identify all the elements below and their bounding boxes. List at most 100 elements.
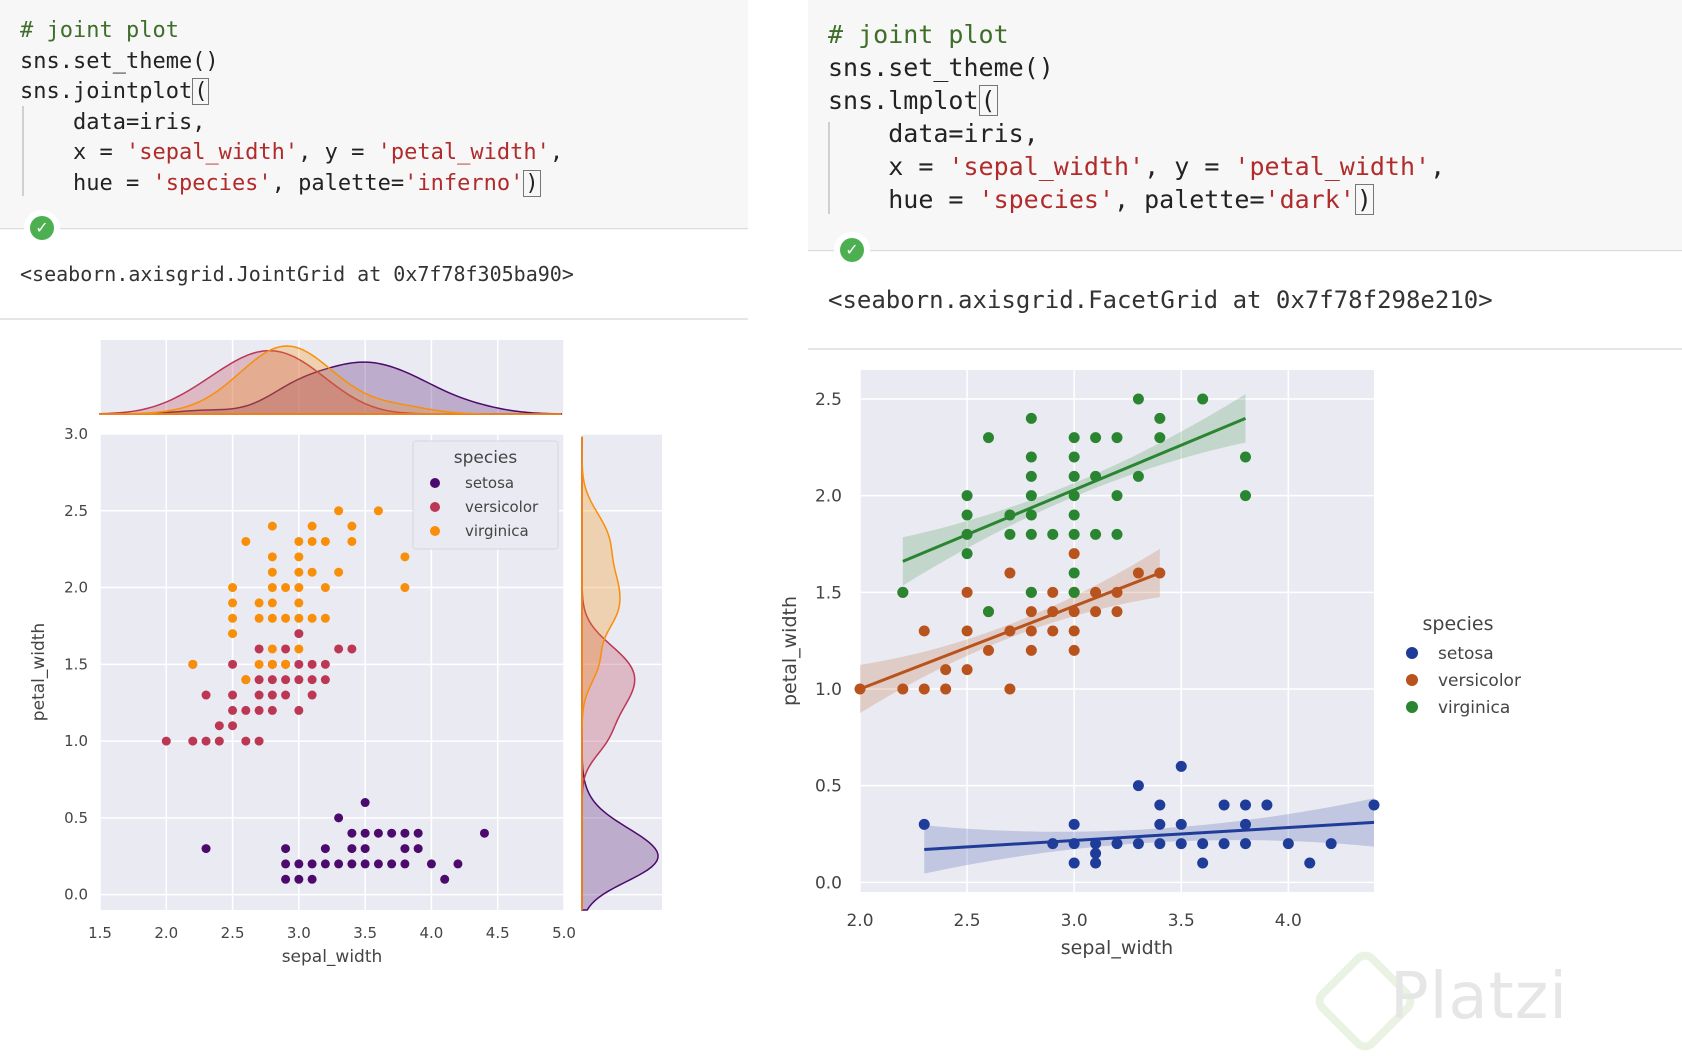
data-point-virginica (1025, 509, 1037, 521)
data-point-versicolor (161, 736, 171, 746)
data-point-setosa (426, 859, 436, 869)
x-tick-label: 4.0 (419, 924, 443, 942)
data-point-setosa (320, 844, 330, 854)
data-point-setosa (1154, 838, 1166, 850)
data-point-virginica (267, 659, 277, 669)
data-point-virginica (294, 567, 304, 577)
legend-marker-versicolor (430, 502, 440, 512)
code-editor-left[interactable]: # joint plot sns.set_theme() sns.jointpl… (20, 16, 563, 199)
marginal-top-background (100, 340, 564, 414)
legend-box (412, 440, 559, 550)
data-point-virginica (307, 567, 317, 577)
y-tick-label: 0.5 (64, 809, 88, 827)
data-point-virginica (307, 521, 317, 531)
data-point-setosa (1090, 857, 1102, 869)
data-point-versicolor (201, 690, 211, 700)
data-point-versicolor (254, 705, 264, 715)
data-point-virginica (961, 509, 973, 521)
data-point-versicolor (940, 683, 952, 695)
data-point-versicolor (241, 705, 251, 715)
cell-output-right: <seaborn.axisgrid.FacetGrid at 0x7f78f29… (828, 286, 1493, 314)
code-cell-left[interactable]: # joint plot sns.set_theme() sns.jointpl… (0, 0, 748, 230)
data-point-virginica (1025, 490, 1037, 502)
data-point-setosa (1111, 838, 1123, 850)
data-point-versicolor (294, 705, 304, 715)
data-point-virginica (897, 586, 909, 598)
data-point-versicolor (214, 721, 224, 731)
data-point-virginica (1132, 393, 1144, 405)
data-point-virginica (1090, 432, 1102, 444)
data-point-versicolor (281, 675, 291, 685)
data-point-setosa (347, 828, 357, 838)
data-point-virginica (281, 659, 291, 669)
x-tick-label: 3.0 (1061, 911, 1088, 931)
code-cell-right[interactable]: # joint plot sns.set_theme() sns.lmplot(… (808, 0, 1682, 252)
data-point-setosa (373, 859, 383, 869)
data-point-setosa (307, 859, 317, 869)
code-bracket: ) (1354, 184, 1374, 215)
run-success-check-icon[interactable]: ✓ (840, 238, 864, 262)
data-point-versicolor (267, 675, 277, 685)
data-point-virginica (373, 506, 383, 516)
data-point-versicolor (307, 675, 317, 685)
code-token: , y = (298, 140, 378, 165)
jointplot-figure: 1.5 2.0 2.5 3.0 3.5 4.0 4.5 5.0 0.0 0.5 1.0 1.5 2.0 2… (29, 340, 662, 967)
data-point-setosa (413, 844, 423, 854)
output-separator (808, 348, 1682, 350)
regression-line-setosa (924, 820, 1375, 851)
code-token: , palette= (271, 170, 405, 196)
data-point-virginica (1090, 528, 1102, 540)
code-editor-right[interactable]: # joint plot sns.set_theme() sns.lmplot(… (828, 18, 1445, 216)
indent-guide (22, 106, 24, 196)
data-point-setosa (1240, 838, 1251, 850)
y-tick-label: 0.0 (64, 886, 88, 904)
data-point-setosa (1218, 838, 1230, 850)
y-tick-label: 1.5 (64, 655, 88, 673)
code-line: sns.set_theme() (828, 53, 1054, 82)
data-point-versicolor (188, 736, 198, 746)
data-point-setosa (413, 828, 423, 838)
data-point-setosa (1197, 838, 1209, 850)
y-tick-label: 0.5 (815, 777, 842, 797)
data-point-setosa (400, 844, 410, 854)
data-point-virginica (254, 598, 264, 608)
y-tick-label: 3.0 (64, 425, 88, 443)
data-point-virginica (188, 659, 198, 669)
code-line: data=iris, (72, 109, 206, 135)
data-point-virginica (241, 536, 251, 546)
data-point-virginica (400, 583, 410, 593)
data-point-versicolor (961, 586, 973, 598)
data-point-setosa (281, 874, 291, 884)
data-point-virginica (1197, 393, 1209, 405)
data-point-virginica (1240, 451, 1251, 463)
cell-divider (0, 228, 748, 229)
code-line: sns.lmplot (828, 86, 979, 115)
code-token: x = (888, 152, 949, 181)
code-string: 'sepal_width' (948, 152, 1145, 181)
legend-label: versicolor (465, 498, 539, 516)
y-tick-label: 1.0 (64, 732, 88, 750)
data-point-virginica (320, 613, 330, 623)
data-point-setosa (1368, 799, 1380, 811)
data-point-virginica (1068, 470, 1080, 482)
data-point-setosa (1240, 799, 1251, 811)
data-point-versicolor (254, 690, 264, 700)
data-point-virginica (347, 536, 357, 546)
cell-output-left: <seaborn.axisgrid.JointGrid at 0x7f78f30… (20, 262, 574, 286)
data-point-versicolor (307, 659, 317, 669)
data-point-versicolor (1090, 586, 1102, 598)
y-tick-label: 1.5 (815, 583, 842, 603)
data-point-virginica (307, 536, 317, 546)
data-point-setosa (387, 828, 397, 838)
data-point-virginica (254, 613, 264, 623)
data-point-setosa (387, 859, 397, 869)
data-point-setosa (1282, 838, 1294, 850)
run-success-check-icon[interactable]: ✓ (30, 216, 54, 240)
data-point-versicolor (307, 690, 317, 700)
data-point-setosa (1090, 838, 1102, 850)
data-point-virginica (267, 613, 277, 623)
data-point-setosa (440, 874, 450, 884)
left-notebook-cell: # joint plot sns.set_theme() sns.jointpl… (0, 0, 748, 1059)
output-separator (0, 318, 748, 320)
data-point-versicolor (228, 705, 238, 715)
